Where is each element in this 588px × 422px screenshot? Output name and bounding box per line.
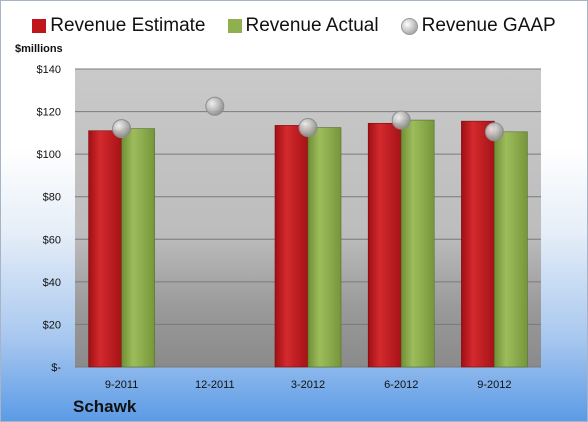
y-axis-unit-label: $millions (15, 43, 63, 55)
x-tick-label: 6-2012 (384, 379, 418, 391)
bar-revenue-actual (400, 119, 435, 368)
x-tick-label: 3-2012 (291, 379, 325, 391)
y-tick-label: $140 (37, 64, 61, 76)
y-tick-label: $80 (43, 192, 61, 204)
bar-revenue-actual (307, 127, 342, 368)
legend-label-gaap: Revenue GAAP (421, 15, 556, 36)
legend-swatch-actual (227, 19, 242, 33)
point-revenue-gaap (298, 118, 318, 138)
legend: Revenue Estimate Revenue Actual Revenue … (1, 15, 587, 37)
y-tick-label: $100 (37, 149, 61, 161)
legend-item-actual: Revenue Actual (227, 15, 379, 37)
bar-revenue-actual (121, 128, 155, 368)
legend-item-gaap: Revenue GAAP (400, 15, 556, 37)
bar-revenue-estimate (367, 122, 402, 368)
legend-item-estimate: Revenue Estimate (32, 15, 206, 37)
company-name: Schawk (73, 397, 137, 416)
legend-label-estimate: Revenue Estimate (50, 15, 206, 36)
x-tick-label: 9-2011 (105, 379, 138, 391)
point-revenue-gaap (484, 122, 504, 142)
y-tick-label: $40 (43, 277, 61, 289)
y-tick-label: $60 (43, 234, 61, 246)
bar-revenue-actual (494, 131, 528, 368)
legend-marker-gaap (400, 17, 418, 35)
bar-revenue-estimate (88, 130, 122, 368)
bar-revenue-estimate (461, 120, 495, 368)
y-tick-label: $120 (37, 107, 61, 119)
bar-revenue-estimate (274, 125, 309, 368)
point-revenue-gaap (391, 110, 411, 130)
point-revenue-gaap (112, 119, 132, 139)
legend-label-actual: Revenue Actual (245, 15, 379, 36)
x-tick-label: 9-2012 (477, 379, 511, 391)
y-tick-label: $- (51, 362, 61, 374)
legend-swatch-estimate (32, 19, 47, 33)
y-tick-label: $20 (43, 319, 61, 331)
point-revenue-gaap (205, 96, 225, 116)
x-tick-label: 12-2011 (195, 379, 235, 391)
